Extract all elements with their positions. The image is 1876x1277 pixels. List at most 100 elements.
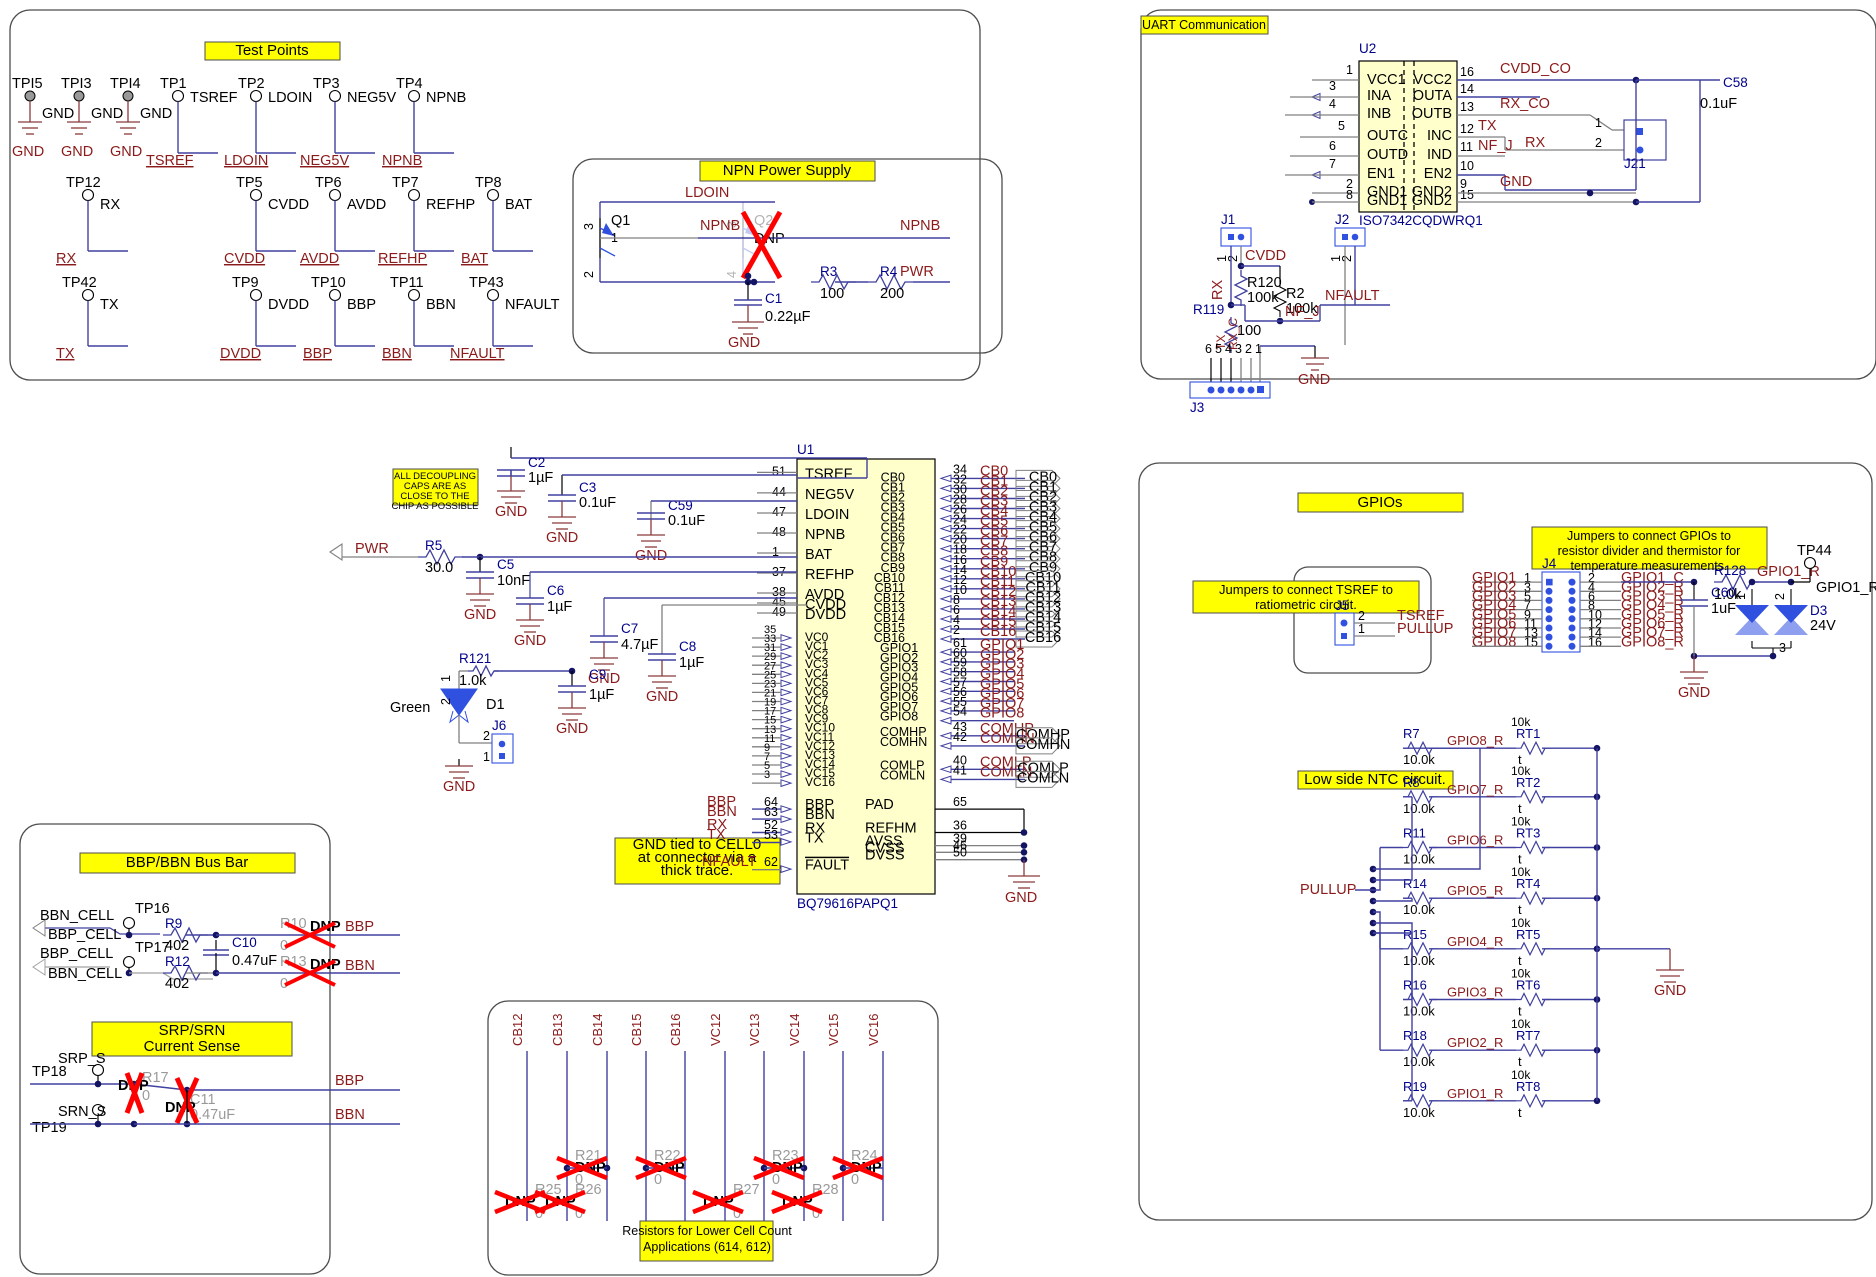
svg-text:R18: R18 (1403, 1028, 1427, 1043)
svg-text:10k: 10k (1511, 865, 1531, 879)
svg-text:62: 62 (764, 855, 778, 869)
svg-text:36: 36 (953, 819, 967, 833)
svg-text:J4: J4 (1542, 556, 1557, 571)
svg-text:OUTD: OUTD (1367, 147, 1408, 163)
svg-text:16: 16 (1460, 65, 1474, 79)
svg-text:TP9: TP9 (232, 275, 259, 291)
svg-text:GND: GND (1678, 685, 1710, 701)
svg-text:Low side NTC circuit.: Low side NTC circuit. (1304, 771, 1446, 788)
svg-text:4.7µF: 4.7µF (621, 637, 659, 653)
svg-text:GND1: GND1 (1367, 193, 1407, 209)
svg-text:R119: R119 (1193, 302, 1224, 317)
svg-text:D1: D1 (486, 697, 505, 713)
svg-text:TSREF: TSREF (190, 90, 238, 106)
svg-text:INC: INC (1427, 128, 1452, 144)
svg-text:10k: 10k (1511, 1017, 1531, 1031)
svg-text:VCC1: VCC1 (1367, 72, 1406, 88)
svg-text:GPIO8_R: GPIO8_R (1621, 634, 1684, 650)
svg-text:J21: J21 (1624, 156, 1646, 171)
svg-text:1: 1 (1734, 593, 1748, 600)
svg-text:TP44: TP44 (1797, 543, 1832, 559)
svg-text:TP4: TP4 (396, 76, 423, 92)
svg-text:0.1uF: 0.1uF (1700, 96, 1737, 112)
svg-text:C60: C60 (1711, 585, 1736, 600)
svg-text:1µF: 1µF (547, 599, 572, 615)
svg-text:CVDD_CO: CVDD_CO (1500, 61, 1571, 77)
svg-text:3: 3 (1779, 641, 1786, 655)
svg-text:J1: J1 (1221, 212, 1235, 227)
svg-text:TP6: TP6 (315, 175, 342, 191)
svg-text:GND: GND (42, 106, 74, 122)
svg-text:TP18: TP18 (32, 1064, 67, 1080)
svg-text:Jumpers to connect GPIOs to: Jumpers to connect GPIOs to (1567, 529, 1731, 543)
svg-text:GPIO6_R: GPIO6_R (1447, 833, 1503, 848)
svg-text:Current Sense: Current Sense (144, 1038, 241, 1055)
svg-text:R8: R8 (1403, 775, 1420, 790)
svg-text:LDOIN: LDOIN (805, 507, 849, 523)
svg-text:EN2: EN2 (1424, 166, 1452, 182)
svg-text:CHIP AS POSSIBLE: CHIP AS POSSIBLE (392, 501, 479, 512)
svg-text:BAT: BAT (505, 197, 532, 213)
svg-text:ISO7342CQDWRQ1: ISO7342CQDWRQ1 (1359, 213, 1483, 228)
svg-text:GND: GND (1298, 372, 1330, 388)
svg-text:BQ79616PAPQ1: BQ79616PAPQ1 (797, 896, 898, 911)
svg-text:J5: J5 (1335, 598, 1349, 613)
svg-text:1: 1 (1358, 622, 1365, 636)
svg-text:1µF: 1µF (528, 470, 553, 486)
svg-text:1.0k: 1.0k (459, 673, 487, 689)
svg-text:R12: R12 (165, 954, 190, 969)
svg-text:NPNB: NPNB (382, 153, 422, 169)
svg-text:BBP_CELL: BBP_CELL (48, 927, 121, 943)
svg-text:BBP/BBN Bus Bar: BBP/BBN Bus Bar (126, 854, 249, 871)
svg-text:10k: 10k (1511, 815, 1531, 829)
svg-text:BBN: BBN (426, 297, 456, 313)
svg-text:TSREF: TSREF (146, 153, 194, 169)
svg-text:RX_CO: RX_CO (1500, 96, 1550, 112)
svg-text:4: 4 (1225, 342, 1232, 356)
svg-text:63: 63 (764, 805, 778, 819)
svg-text:COMHN: COMHN (1016, 737, 1071, 753)
svg-text:TP1: TP1 (160, 76, 187, 92)
svg-text:2: 2 (1226, 255, 1240, 262)
svg-text:10k: 10k (1511, 967, 1531, 981)
svg-text:4: 4 (1329, 97, 1336, 111)
svg-text:OUTC: OUTC (1367, 128, 1408, 144)
svg-text:13: 13 (1460, 100, 1474, 114)
svg-text:2: 2 (1358, 609, 1365, 623)
svg-text:NEG5V: NEG5V (347, 90, 396, 106)
svg-text:LDOIN: LDOIN (268, 90, 312, 106)
svg-text:5: 5 (1338, 119, 1345, 133)
svg-text:49: 49 (772, 605, 786, 619)
svg-text:44: 44 (772, 485, 786, 499)
svg-text:GND: GND (140, 106, 172, 122)
svg-text:NFAULT: NFAULT (702, 854, 757, 870)
svg-text:GND2: GND2 (1412, 193, 1452, 209)
svg-text:42: 42 (953, 730, 967, 744)
svg-text:GND: GND (728, 335, 760, 351)
svg-text:0.47uF: 0.47uF (232, 953, 277, 969)
svg-text:LDOIN: LDOIN (685, 185, 729, 201)
svg-text:1: 1 (1255, 342, 1262, 356)
svg-text:47: 47 (772, 505, 786, 519)
svg-text:TP42: TP42 (62, 275, 97, 291)
svg-text:C59: C59 (668, 498, 693, 513)
svg-text:Jumpers to connect TSREF to: Jumpers to connect TSREF to (1219, 582, 1393, 597)
svg-text:R15: R15 (1403, 927, 1427, 942)
svg-text:RX: RX (56, 251, 76, 267)
svg-text:BBP: BBP (345, 919, 374, 935)
svg-text:CB13: CB13 (550, 1013, 565, 1046)
svg-text:NF_J: NF_J (1285, 304, 1320, 320)
svg-text:DVDD: DVDD (805, 607, 846, 623)
svg-text:INA: INA (1367, 88, 1392, 104)
svg-text:CVDD: CVDD (224, 251, 265, 267)
svg-text:DVSS: DVSS (865, 848, 905, 864)
svg-text:10.0k: 10.0k (1403, 953, 1435, 968)
svg-text:TPI3: TPI3 (61, 76, 92, 92)
svg-text:BBN: BBN (335, 1107, 365, 1123)
svg-text:65: 65 (953, 795, 967, 809)
svg-text:C5: C5 (497, 557, 514, 572)
svg-text:GPIO2_R: GPIO2_R (1447, 1035, 1503, 1050)
svg-text:TX: TX (100, 297, 119, 313)
svg-text:GPIO4_R: GPIO4_R (1447, 934, 1503, 949)
svg-text:R11: R11 (1403, 826, 1426, 841)
